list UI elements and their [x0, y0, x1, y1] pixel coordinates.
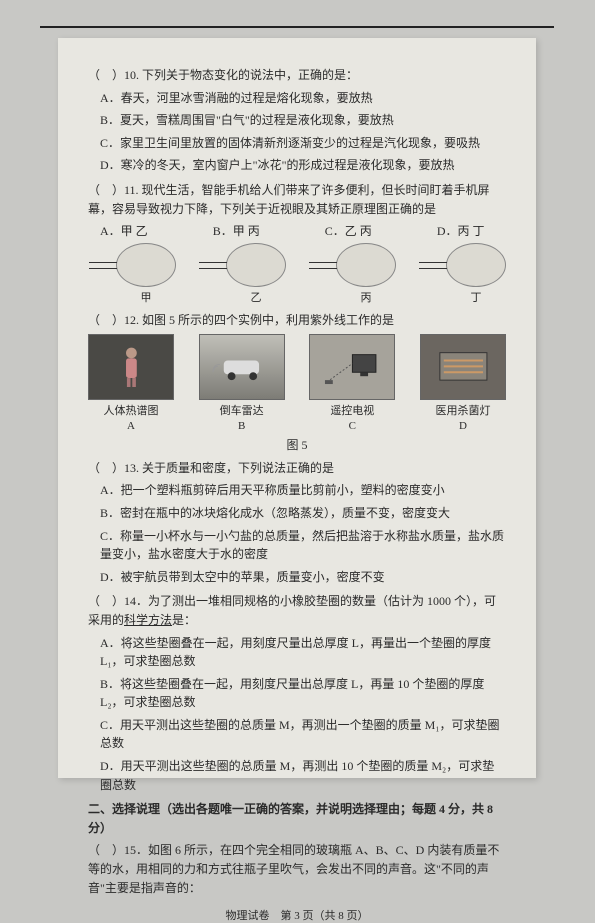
q11-opt-c: C．乙 丙 — [325, 222, 372, 239]
thumb-uv-lamp — [420, 334, 506, 400]
thumb-remote-tv — [309, 334, 395, 400]
eye-diagram-d — [446, 243, 506, 287]
q15-stem: （ ）15．如图 6 所示，在四个完全相同的玻璃瓶 A、B、C、D 内装有质量不… — [88, 841, 506, 897]
top-rule — [40, 26, 554, 28]
eye-diagrams: 甲 乙 丙 丁 — [88, 243, 506, 305]
thumb-c-label: C — [309, 420, 395, 432]
q13-opt-d: D．被宇航员带到太空中的苹果，质量变小，密度不变 — [100, 568, 506, 587]
q14-opt-c: C．用天平测出这些垫圈的总质量 M，再测出一个垫圈的质量 M₁，可求垫圈总数 — [100, 716, 506, 753]
eye-diagram-a — [116, 243, 176, 287]
eye-b-wrap: 乙 — [226, 243, 286, 305]
q11-options: A．甲 乙 B．甲 丙 C．乙 丙 D．丙 丁 — [100, 222, 485, 239]
thumb-a-text: 人体热谱图 — [88, 402, 174, 418]
section2-title: 二、选择说理（选出各题唯一正确的答案，并说明选择理由；每题 4 分，共 8 分） — [88, 800, 506, 837]
eye-label-a: 甲 — [116, 289, 176, 305]
tv-icon — [323, 344, 382, 389]
q12-stem: （ ）12. 如图 5 所示的四个实例中，利用紫外线工作的是 — [88, 311, 506, 330]
q14-opt-a: A．将这些垫圈叠在一起，用刻度尺量出总厚度 L，再量出一个垫圈的厚度 L₁，可求… — [100, 634, 506, 671]
q10-opt-a: A．春天，河里冰雪消融的过程是熔化现象，要放热 — [100, 89, 506, 108]
q12-thumbs: 人体热谱图 A 倒车雷达 B 遥控电视 C 医用杀菌灯 D — [88, 334, 506, 432]
eye-label-c: 丙 — [336, 289, 396, 305]
q14-stem-c: 是： — [172, 613, 196, 627]
thumb-body-heatmap — [88, 334, 174, 400]
eye-diagram-b — [226, 243, 286, 287]
lamp-icon — [434, 344, 493, 389]
q10-stem: （ ）10. 下列关于物态变化的说法中，正确的是： — [88, 66, 506, 85]
q13-opt-c: C．称量一小杯水与一小勺盐的总质量，然后把盐溶于水称盐水质量，盐水质量变小，盐水… — [100, 527, 506, 564]
person-icon — [102, 344, 161, 389]
thumb-d-wrap: 医用杀菌灯 D — [420, 334, 506, 432]
q11-opt-d: D．丙 丁 — [437, 222, 485, 239]
q10-opt-d: D．寒冷的冬天，室内窗户上"冰花"的形成过程是液化现象，要放热 — [100, 156, 506, 175]
thumb-c-wrap: 遥控电视 C — [309, 334, 395, 432]
thumb-d-text: 医用杀菌灯 — [420, 402, 506, 418]
thumb-b-label: B — [199, 420, 285, 432]
thumb-b-wrap: 倒车雷达 B — [199, 334, 285, 432]
q13-opt-a: A．把一个塑料瓶剪碎后用天平称质量比剪前小，塑料的密度变小 — [100, 481, 506, 500]
fig5-caption: 图 5 — [88, 436, 506, 453]
car-icon — [212, 344, 271, 389]
q13-opt-b: B．密封在瓶中的冰块熔化成水（忽略蒸发），质量不变，密度变大 — [100, 504, 506, 523]
q14-stem: （ ）14．为了测出一堆相同规格的小橡胶垫圈的数量（估计为 1000 个），可采… — [88, 592, 506, 629]
eye-diagram-c — [336, 243, 396, 287]
page-footer: 物理试卷 第 3 页（共 8 页） — [88, 907, 506, 923]
q11-opt-a: A．甲 乙 — [100, 222, 148, 239]
thumb-a-label: A — [88, 420, 174, 432]
thumb-a-wrap: 人体热谱图 A — [88, 334, 174, 432]
q14-opt-b: B．将这些垫圈叠在一起，用刻度尺量出总厚度 L，再量 10 个垫圈的厚度 L₂，… — [100, 675, 506, 712]
thumb-c-text: 遥控电视 — [309, 402, 395, 418]
q10-opt-b: B．夏天，雪糕周围冒"白气"的过程是液化现象，要放热 — [100, 111, 506, 130]
thumb-d-label: D — [420, 420, 506, 432]
q14-stem-underline: 科学方法 — [124, 613, 172, 627]
thumb-reverse-radar — [199, 334, 285, 400]
q11-stem: （ ）11. 现代生活，智能手机给人们带来了许多便利，但长时间盯着手机屏幕，容易… — [88, 181, 506, 218]
exam-page: （ ）10. 下列关于物态变化的说法中，正确的是： A．春天，河里冰雪消融的过程… — [58, 38, 536, 778]
thumb-b-text: 倒车雷达 — [199, 402, 285, 418]
eye-d-wrap: 丁 — [446, 243, 506, 305]
q10-opt-c: C．家里卫生间里放置的固体清新剂逐渐变少的过程是汽化现象，要吸热 — [100, 134, 506, 153]
eye-c-wrap: 丙 — [336, 243, 396, 305]
q14-opt-d: D．用天平测出这些垫圈的总质量 M，再测出 10 个垫圈的质量 M₂，可求垫圈总… — [100, 757, 506, 794]
eye-a-wrap: 甲 — [116, 243, 176, 305]
eye-label-b: 乙 — [226, 289, 286, 305]
q11-opt-b: B．甲 丙 — [213, 222, 260, 239]
q13-stem: （ ）13. 关于质量和密度，下列说法正确的是 — [88, 459, 506, 478]
eye-label-d: 丁 — [446, 289, 506, 305]
